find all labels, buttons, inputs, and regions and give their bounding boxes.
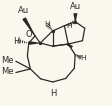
Text: Me: Me bbox=[1, 68, 14, 77]
Text: H: H bbox=[13, 37, 19, 46]
Polygon shape bbox=[29, 41, 40, 45]
Text: H: H bbox=[50, 89, 57, 98]
Polygon shape bbox=[73, 13, 77, 22]
Text: O: O bbox=[26, 30, 33, 39]
Polygon shape bbox=[22, 17, 35, 36]
Text: H: H bbox=[80, 55, 85, 61]
Text: Au: Au bbox=[70, 2, 81, 11]
Text: H: H bbox=[44, 21, 50, 27]
Text: Au: Au bbox=[18, 6, 29, 15]
Text: H: H bbox=[66, 23, 72, 29]
Polygon shape bbox=[68, 44, 73, 48]
Text: Me: Me bbox=[1, 56, 14, 65]
